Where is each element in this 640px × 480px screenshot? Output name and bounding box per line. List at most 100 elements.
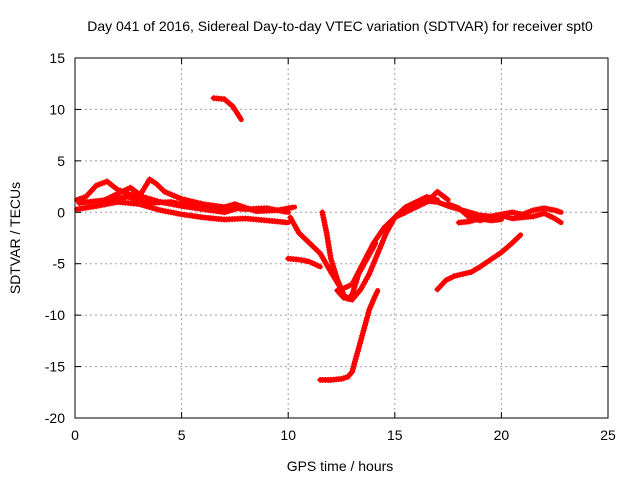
data-point: [143, 194, 150, 201]
data-point: [439, 201, 446, 208]
series-line: [434, 232, 524, 292]
data-point: [549, 214, 556, 221]
data-point: [530, 213, 537, 220]
data-point: [447, 202, 454, 209]
data-point: [151, 205, 158, 212]
data-point: [140, 193, 147, 200]
data-point: [515, 233, 522, 240]
data-point: [371, 242, 378, 249]
data-point: [495, 216, 502, 223]
y-tick-label: 10: [49, 101, 65, 117]
data-point: [221, 209, 228, 216]
data-point: [221, 204, 228, 211]
data-point: [346, 282, 353, 289]
data-point: [535, 211, 542, 218]
data-point: [442, 195, 449, 202]
x-tick-label: 10: [280, 427, 296, 443]
data-point: [413, 201, 420, 208]
series-track-late-flat-2: [445, 201, 564, 226]
data-point: [454, 272, 461, 279]
series-track-deep: [317, 288, 381, 383]
data-point: [421, 198, 428, 205]
data-point: [418, 199, 425, 206]
data-point: [373, 289, 380, 296]
data-point: [245, 205, 252, 212]
data-point: [460, 271, 467, 277]
data-point: [538, 211, 545, 218]
data-point: [340, 294, 347, 301]
series-track-late-up: [434, 232, 524, 293]
x-tick-label: 5: [178, 427, 186, 443]
y-tick-label: -5: [53, 256, 66, 272]
data-point: [503, 213, 510, 220]
series-track-short-left: [285, 255, 323, 270]
y-axis-label: SDTVAR / TECUs: [7, 182, 23, 294]
data-point: [226, 207, 233, 214]
data-point: [555, 208, 562, 215]
data-point: [223, 203, 230, 210]
y-tick-label: 0: [57, 204, 65, 220]
data-point: [501, 213, 508, 220]
data-point: [98, 180, 105, 187]
data-point: [471, 217, 478, 223]
data-point: [437, 200, 444, 207]
x-axis-label: GPS time / hours: [287, 458, 394, 474]
data-point: [453, 204, 460, 211]
data-point: [343, 295, 350, 302]
data-point: [533, 212, 540, 219]
data-point: [546, 212, 553, 219]
y-tick-label: -10: [45, 307, 65, 323]
y-tick-label: -15: [45, 359, 65, 375]
series-track-late-short: [455, 215, 504, 226]
data-point: [178, 195, 185, 202]
y-tick-label: 5: [57, 153, 65, 169]
data-point: [450, 203, 457, 210]
data-point: [527, 208, 534, 215]
data-point: [402, 204, 409, 211]
series-track-main-lower: [74, 199, 291, 226]
y-tick-label: -20: [45, 410, 65, 426]
data-point: [236, 114, 243, 121]
plot-frame: [74, 57, 609, 419]
x-tick-label: 15: [387, 427, 403, 443]
data-point: [311, 261, 318, 268]
series-track-high: [210, 95, 244, 123]
data-point: [451, 273, 458, 280]
x-tick-label: 0: [71, 427, 79, 443]
y-tick-label: 15: [49, 50, 65, 66]
data-point: [101, 179, 108, 186]
data-point: [541, 210, 548, 217]
data-point: [149, 204, 156, 211]
data-point: [309, 259, 316, 266]
data-point: [242, 204, 249, 211]
data-point: [229, 206, 236, 213]
data-point: [288, 204, 295, 211]
data-point: [543, 211, 550, 218]
data-point: [469, 210, 476, 217]
data-point: [282, 219, 289, 226]
data-point: [445, 201, 452, 208]
data-point: [462, 270, 469, 277]
data-point: [314, 262, 321, 269]
data-layer: [74, 95, 564, 383]
axis-ticks: 0 5 10 15 20 25 -20 -15 -10 -5 0 5 10 15: [45, 50, 616, 443]
data-point: [506, 214, 513, 221]
series-track-2-arc: [97, 184, 238, 216]
chart-title: Day 041 of 2016, Sidereal Day-to-day VTE…: [87, 18, 593, 34]
x-tick-label: 25: [600, 427, 616, 443]
data-point: [231, 201, 238, 208]
data-point: [239, 203, 246, 210]
data-point: [93, 182, 100, 189]
data-point: [95, 181, 102, 188]
data-point: [466, 218, 473, 225]
grid: [75, 58, 608, 418]
x-tick-label: 20: [494, 427, 510, 443]
data-point: [346, 296, 353, 303]
data-point: [154, 198, 161, 205]
data-point: [226, 202, 233, 209]
data-point: [343, 283, 350, 290]
data-point: [234, 201, 241, 208]
data-point: [474, 216, 481, 223]
data-point: [415, 200, 422, 207]
